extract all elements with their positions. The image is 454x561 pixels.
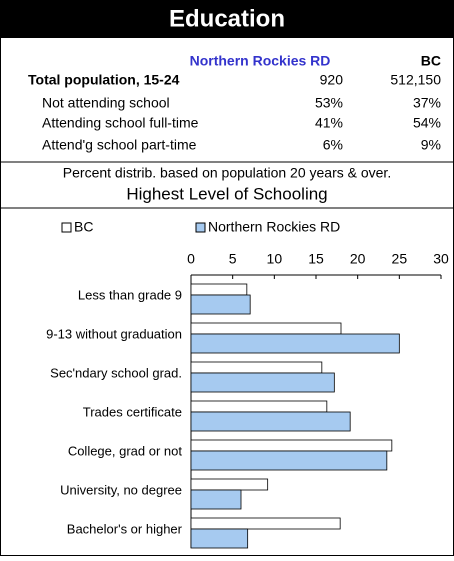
x-tick-label: 20 [350, 251, 366, 267]
category-label: Trades certificate [83, 404, 182, 419]
cell: 512,150 [390, 72, 441, 88]
bar [190, 322, 342, 335]
row-label: Total population, 15-24 [28, 72, 180, 88]
x-tick-label: 10 [267, 251, 283, 267]
legend-label: Northern Rockies RD [208, 219, 340, 235]
column-header: BC [421, 53, 441, 69]
legend-label: BC [74, 219, 93, 235]
bar [190, 411, 351, 432]
column-header: Northern Rockies RD [190, 53, 331, 69]
category-label: Less than grade 9 [78, 287, 182, 302]
bar [190, 361, 323, 374]
legend-swatch [195, 222, 206, 233]
chart-title: Highest Level of Schooling [126, 184, 327, 203]
note: Percent distrib. based on population 20 … [63, 165, 391, 181]
category-label: University, no degree [60, 482, 182, 497]
category-label: College, grad or not [68, 443, 183, 458]
cell: 920 [320, 72, 344, 88]
x-tick-label: 5 [229, 251, 237, 267]
bar [190, 294, 251, 315]
row-label: Not attending school [42, 95, 170, 111]
bar [190, 489, 242, 510]
title-band [0, 0, 454, 38]
x-tick-label: 25 [392, 251, 408, 267]
cell: 37% [413, 95, 441, 111]
bar [190, 528, 249, 549]
bar [190, 450, 388, 471]
category-label: Sec'ndary school grad. [50, 365, 182, 380]
row-label: Attend'g school part-time [42, 137, 197, 153]
title: Education [169, 5, 285, 32]
x-tick-label: 15 [308, 251, 324, 267]
bar [190, 333, 400, 354]
bar [190, 372, 335, 393]
bar [190, 478, 269, 491]
category-label: 9-13 without graduation [46, 326, 182, 341]
x-tick-label: 0 [187, 251, 195, 267]
cell: 9% [421, 137, 441, 153]
bar [190, 283, 248, 296]
cell: 53% [315, 95, 343, 111]
bar [190, 400, 328, 413]
x-tick-label: 30 [433, 251, 449, 267]
cell: 6% [323, 137, 343, 153]
cell: 54% [413, 115, 441, 131]
category-label: Bachelor's or higher [67, 521, 183, 536]
cell: 41% [315, 115, 343, 131]
bar [190, 439, 393, 452]
bar [190, 517, 341, 530]
legend-swatch [61, 222, 72, 233]
row-label: Attending school full-time [42, 115, 199, 131]
